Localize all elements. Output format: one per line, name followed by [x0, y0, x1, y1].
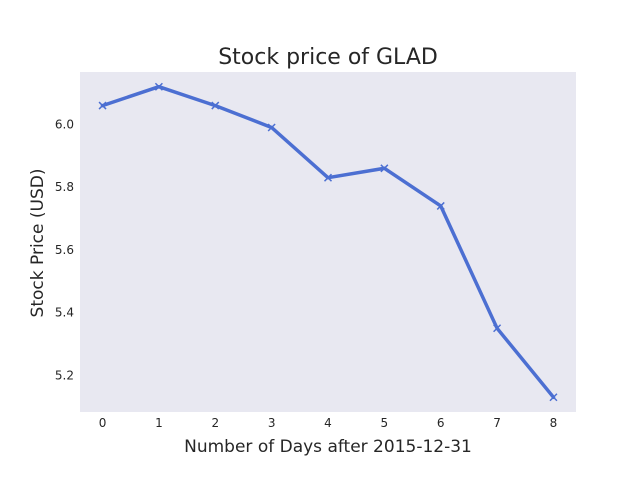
y-tick-labels: 5.2 5.4 5.6 5.8 6.0: [55, 117, 74, 382]
data-point-marker: [380, 164, 389, 173]
y-tick-label: 6.0: [55, 117, 74, 131]
x-tick-label: 6: [437, 416, 445, 430]
x-axis-label: Number of Days after 2015-12-31: [184, 437, 472, 457]
x-tick-label: 5: [381, 416, 389, 430]
y-tick-label: 5.6: [55, 243, 74, 257]
y-axis-label: Stock Price (USD): [28, 169, 48, 318]
plot-area: [80, 72, 576, 412]
x-tick-label: 3: [268, 416, 276, 430]
y-tick-label: 5.8: [55, 180, 74, 194]
chart-title: Stock price of GLAD: [218, 45, 438, 70]
x-tick-label: 1: [155, 416, 163, 430]
data-point-marker: [267, 123, 276, 132]
price-series: [98, 82, 558, 402]
y-tick-label: 5.2: [55, 368, 74, 382]
x-tick-label: 7: [493, 416, 501, 430]
data-point-marker: [493, 324, 502, 333]
data-point-marker: [154, 82, 163, 91]
x-tick-label: 2: [211, 416, 219, 430]
data-point-marker: [436, 201, 445, 210]
x-tick-labels: 0 1 2 3 4 5 6 7 8: [99, 416, 558, 430]
data-point-marker: [98, 101, 107, 110]
data-point-marker: [549, 393, 558, 402]
x-tick-label: 4: [324, 416, 332, 430]
data-point-marker: [323, 173, 333, 182]
y-tick-label: 5.4: [55, 306, 74, 320]
data-point-marker: [211, 101, 220, 110]
x-tick-label: 8: [550, 416, 558, 430]
x-tick-label: 0: [99, 416, 107, 430]
